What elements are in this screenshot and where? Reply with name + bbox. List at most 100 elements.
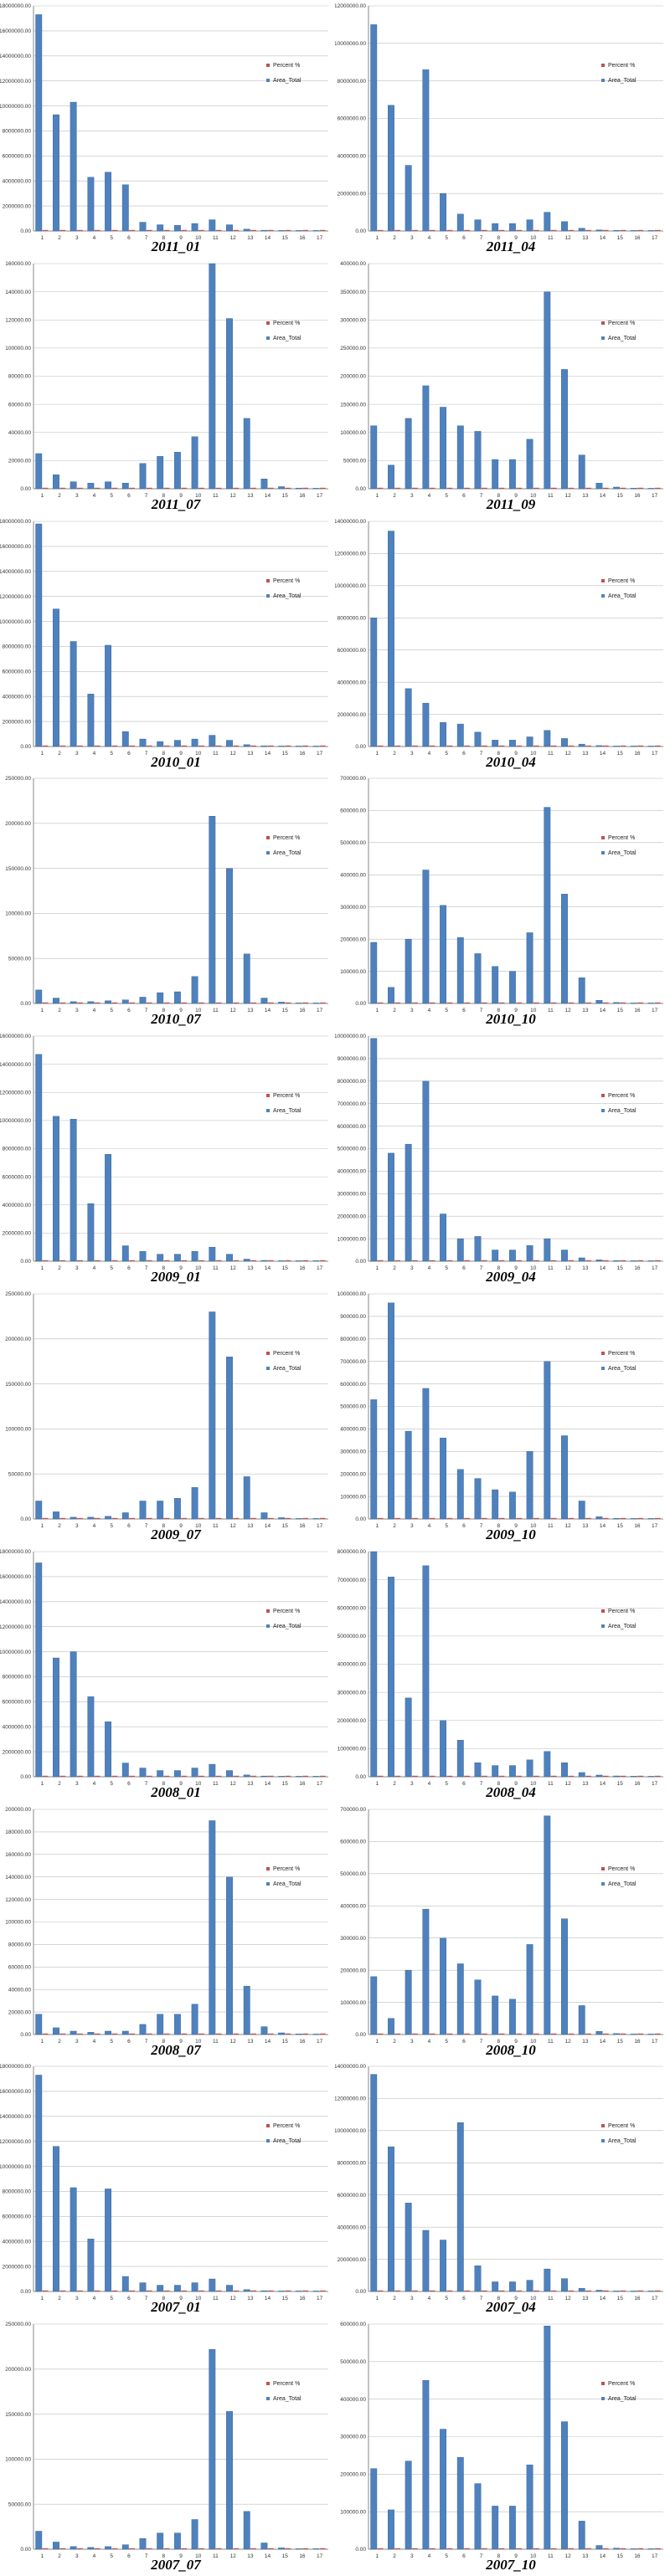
bar-percent xyxy=(550,2033,557,2035)
bar-percent xyxy=(533,2033,539,2035)
x-tick-label: 3 xyxy=(75,2296,79,2301)
x-tick-label: 10 xyxy=(195,2296,202,2301)
bar-percent xyxy=(464,1775,470,1777)
y-tick-label: 8000000.00 xyxy=(338,615,367,621)
y-tick-label: 2000000.00 xyxy=(338,1214,367,1220)
bar-area-total xyxy=(492,1250,499,1262)
bar-percent xyxy=(637,2548,644,2550)
y-tick-label: 6000000.00 xyxy=(3,2214,32,2220)
y-tick-label: 600000.00 xyxy=(340,1382,366,1388)
bar-area-total xyxy=(388,1302,394,1520)
legend-swatch-percent xyxy=(266,2124,270,2128)
chart-panel: 0.00 50000.00 100000.00 150000.00 200000.00 2… xyxy=(0,2318,335,2576)
bar-percent xyxy=(550,1260,557,1262)
bar-percent xyxy=(267,1517,274,1519)
y-tick-label: 8000000.00 xyxy=(3,1147,32,1152)
x-tick-label: 13 xyxy=(247,493,254,499)
legend-label-area: Area_Total xyxy=(608,1881,636,1887)
bar-percent xyxy=(412,745,418,747)
chart-svg: 0.00 2000000.00 4000000.00 6000000.00 800000… xyxy=(0,2065,328,2315)
bar-area-total xyxy=(561,737,568,747)
bar-area-total xyxy=(508,2506,516,2550)
x-tick-label: 17 xyxy=(317,1008,323,1013)
x-tick-label: 10 xyxy=(530,2296,537,2301)
bar-percent xyxy=(620,229,626,231)
x-tick-label: 11 xyxy=(548,1265,554,1271)
x-tick-label: 8 xyxy=(497,2553,500,2559)
x-tick-label: 1 xyxy=(376,235,379,241)
bar-percent xyxy=(602,229,609,231)
y-tick-label: 4000000.00 xyxy=(3,1203,32,1208)
bar-area-total xyxy=(456,2122,464,2292)
bar-area-total xyxy=(544,1815,551,2035)
bar-area-total xyxy=(87,2031,95,2035)
y-tick-label: 0.00 xyxy=(20,2290,31,2296)
x-tick-label: 3 xyxy=(410,2296,414,2301)
x-tick-label: 15 xyxy=(282,2296,289,2301)
bar-area-total xyxy=(544,1239,551,1262)
bar-area-total xyxy=(492,1995,499,2035)
bar-area-total xyxy=(121,2544,129,2550)
y-tick-label: 100000.00 xyxy=(340,1999,366,2005)
legend-swatch-percent xyxy=(266,1609,270,1613)
bar-area-total xyxy=(561,2421,568,2550)
bar-percent xyxy=(163,487,170,489)
y-tick-label: 400000.00 xyxy=(340,1427,366,1433)
y-tick-label: 12000000.00 xyxy=(0,1624,31,1630)
legend-swatch-percent xyxy=(601,1352,605,1355)
bar-area-total xyxy=(191,1768,198,1777)
bar-percent xyxy=(620,2033,626,2035)
x-tick-label: 6 xyxy=(462,2039,466,2045)
bar-area-total xyxy=(121,2276,129,2292)
x-tick-label: 9 xyxy=(514,493,518,499)
bar-percent xyxy=(516,1517,523,1519)
x-tick-label: 17 xyxy=(652,2553,658,2559)
bar-percent xyxy=(516,487,523,489)
bar-area-total xyxy=(191,976,198,1004)
x-tick-label: 2 xyxy=(58,2296,61,2301)
bar-area-total xyxy=(209,1311,216,1520)
y-tick-label: 6000000.00 xyxy=(3,154,32,160)
chart-title: 2007_07 xyxy=(150,2557,202,2573)
x-tick-label: 1 xyxy=(376,2296,379,2301)
bar-area-total xyxy=(422,1080,430,1262)
bar-percent xyxy=(94,487,100,489)
legend-swatch-percent xyxy=(266,64,270,67)
y-tick-label: 2000000.00 xyxy=(3,203,32,209)
y-tick-label: 14000000.00 xyxy=(0,2114,31,2120)
bar-percent xyxy=(42,2548,49,2550)
x-tick-label: 4 xyxy=(93,1008,96,1013)
x-tick-label: 6 xyxy=(462,2296,466,2301)
x-tick-label: 6 xyxy=(462,1523,466,1529)
bar-area-total xyxy=(139,738,147,747)
bar-percent xyxy=(233,745,240,747)
bar-percent xyxy=(394,487,401,489)
bar-percent xyxy=(215,745,222,747)
x-tick-label: 15 xyxy=(282,1265,289,1271)
bar-percent xyxy=(498,1775,505,1777)
bar-area-total xyxy=(456,723,464,747)
y-tick-label: 250000.00 xyxy=(5,777,31,783)
x-tick-label: 8 xyxy=(162,2039,165,2045)
y-tick-label: 12000000.00 xyxy=(0,593,31,599)
y-tick-label: 700000.00 xyxy=(340,1807,366,1813)
bar-area-total xyxy=(70,2030,77,2035)
bar-percent xyxy=(181,1517,188,1519)
y-tick-label: 4000000.00 xyxy=(3,1724,32,1730)
x-tick-label: 6 xyxy=(462,1781,466,1787)
x-tick-label: 15 xyxy=(617,1265,624,1271)
bar-percent xyxy=(620,1775,626,1777)
legend-swatch-percent xyxy=(266,836,270,840)
bar-percent xyxy=(446,745,453,747)
x-tick-label: 1 xyxy=(376,751,379,757)
bar-area-total xyxy=(121,1245,129,1262)
x-tick-label: 10 xyxy=(195,2553,202,2559)
bar-area-total xyxy=(139,2024,147,2035)
bar-area-total xyxy=(492,459,499,489)
bar-area-total xyxy=(544,212,551,232)
x-tick-label: 1 xyxy=(41,2553,44,2559)
legend-swatch-percent xyxy=(601,1609,605,1613)
y-tick-label: 1000000.00 xyxy=(338,1746,367,1752)
bar-area-total xyxy=(440,1437,447,1520)
x-tick-label: 17 xyxy=(652,493,658,499)
